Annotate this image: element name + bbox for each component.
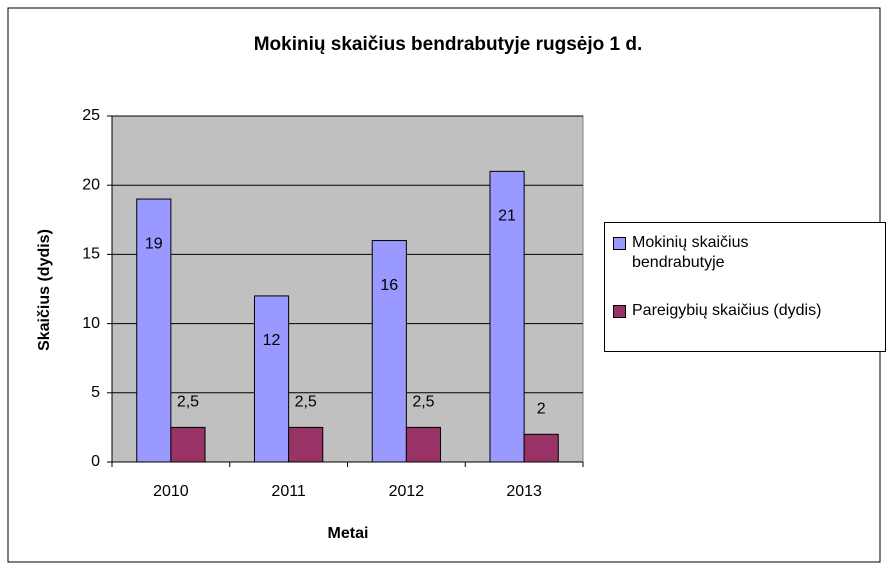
- bar: [288, 426, 324, 463]
- data-label: 16: [380, 277, 398, 294]
- data-label: 2: [537, 401, 546, 418]
- x-tick-label: 2013: [506, 483, 542, 500]
- data-label: 2,5: [295, 394, 317, 411]
- bar: [136, 198, 172, 463]
- y-axis-title: Skaičius (dydis): [36, 229, 53, 351]
- data-label: 2,5: [177, 394, 199, 411]
- bar: [489, 170, 525, 463]
- legend-swatch: [613, 237, 626, 250]
- data-label: 19: [145, 235, 163, 252]
- legend: Mokinių skaičius bendrabutyje Pareigybių …: [604, 222, 886, 352]
- bar: [405, 426, 442, 463]
- y-tick-label: 25: [82, 107, 100, 124]
- bar: [371, 240, 407, 463]
- legend-label: Pareigybių skaičius (dydis): [632, 302, 822, 319]
- y-tick-label: 5: [91, 384, 100, 401]
- bar: [253, 295, 290, 463]
- y-tick-label: 20: [82, 176, 100, 193]
- x-tick-label: 2011: [271, 483, 306, 500]
- data-label: 21: [498, 208, 516, 225]
- data-label: 12: [263, 332, 281, 349]
- legend-label: Mokinių skaičius bendrabutyje: [632, 234, 749, 271]
- legend-entry: Mokinių skaičius bendrabutyje: [613, 233, 822, 273]
- data-label: 2,5: [412, 394, 434, 411]
- y-tick-label: 15: [82, 246, 100, 263]
- bar: [170, 426, 206, 463]
- chart-title: Mokinių skaičius bendrabutyje rugsėjo 1 …: [254, 34, 643, 55]
- y-tick-label: 0: [91, 453, 100, 470]
- y-tick-label: 10: [82, 315, 100, 332]
- x-axis-title: Metai: [328, 525, 369, 542]
- legend-swatch: [613, 305, 626, 318]
- x-tick-label: 2010: [153, 483, 189, 500]
- x-tick-label: 2012: [389, 483, 425, 500]
- legend-entry: Pareigybių skaičius (dydis): [613, 301, 882, 321]
- bar: [523, 433, 559, 463]
